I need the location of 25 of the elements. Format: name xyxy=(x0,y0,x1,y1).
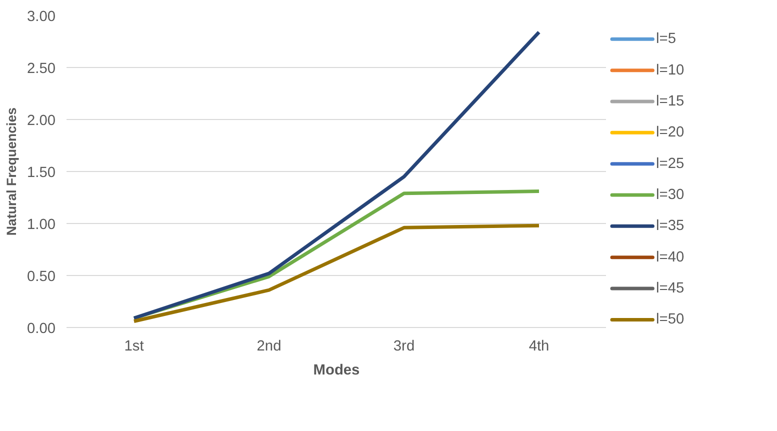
legend-label: l=45 xyxy=(656,280,684,297)
y-tick-label: 1.00 xyxy=(26,217,56,233)
y-tick-label: 3.00 xyxy=(26,9,56,25)
legend-label: l=20 xyxy=(656,124,684,141)
line-series xyxy=(132,30,541,320)
x-axis-title: Modes xyxy=(313,362,360,378)
x-tick-label: 1st xyxy=(124,338,144,354)
x-tick-label: 2nd xyxy=(256,338,282,354)
legend-label: l=5 xyxy=(656,31,676,48)
legend-label: l=50 xyxy=(656,312,684,328)
legend-label: l=40 xyxy=(656,249,684,266)
y-tick-label: 0.00 xyxy=(26,321,56,337)
y-tick-label: 2.50 xyxy=(26,61,56,77)
y-axis-title: Natural Frequencies xyxy=(4,107,19,236)
legend-label: l=30 xyxy=(656,187,684,204)
line-series xyxy=(132,224,541,324)
legend-label: l=10 xyxy=(656,62,684,78)
legend-label: l=15 xyxy=(656,94,684,110)
x-tick-label: 4th xyxy=(528,338,550,354)
y-tick-label: 0.50 xyxy=(26,269,56,285)
y-tick-label: 1.50 xyxy=(26,165,56,181)
x-tick-label: 3rd xyxy=(393,338,415,354)
legend-label: l=25 xyxy=(656,156,684,172)
y-tick-label: 2.00 xyxy=(26,113,56,129)
legend-label: l=35 xyxy=(656,218,684,234)
